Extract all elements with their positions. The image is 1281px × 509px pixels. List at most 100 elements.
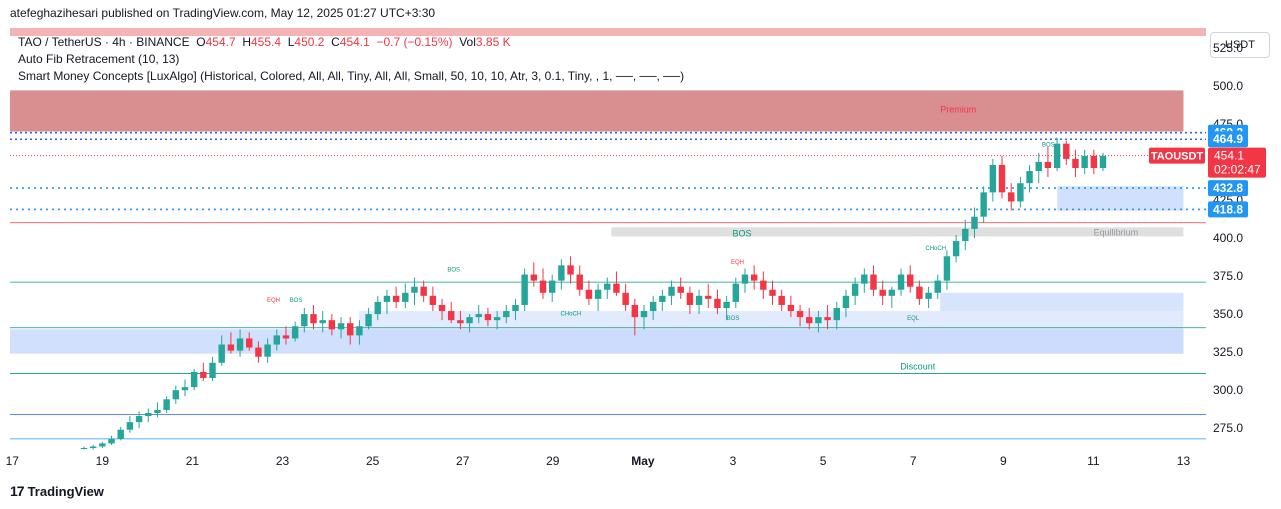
structure-label: BOS [733,228,752,238]
candle-body [328,320,336,330]
price-label-box [1208,201,1248,218]
y-tick-label: 425.0 [1213,193,1243,207]
indicator-fib-row[interactable]: Auto Fib Retracement (10, 13) [18,52,180,66]
candle-body [484,314,492,321]
candle-body [117,429,124,439]
candle-body [246,338,253,348]
candle-body [1072,158,1079,168]
candle-body [200,371,207,378]
candle-body [567,265,574,275]
x-tick-label: 11 [1087,454,1100,468]
candle-body [301,314,308,327]
candle-body [796,311,804,318]
candle-body [998,164,1006,193]
x-tick-label: 27 [456,454,470,468]
premium-zone [10,90,1184,132]
candle-body [962,228,969,242]
candle-body [145,413,152,417]
candle-body [907,274,914,287]
candle-body [1017,183,1024,202]
candle-body [714,298,721,308]
candle-body [374,301,381,315]
candle-body [548,280,556,293]
candle-body [585,289,593,299]
bullish-order-block-3 [1057,186,1184,211]
candle-body [466,317,473,324]
candle-body [934,280,941,293]
candle-body [89,446,97,448]
symbol-label[interactable]: TAO / TetherUS · 4h · BINANCE [18,35,190,49]
candle-body [695,295,703,305]
publisher-line: atefeghazihesari published on TradingVie… [10,6,436,20]
candle-body [99,443,106,447]
currency-button[interactable]: USDT [1210,32,1270,58]
symbol-price-tag [1149,147,1205,164]
change-value: −0.7 (−0.15%) [376,35,453,49]
low-value: 450.2 [294,35,325,49]
price-label-text: 432.8 [1213,181,1243,195]
candle-body [135,416,143,423]
candle-body [126,422,134,430]
price-label-text: 464.9 [1213,132,1243,146]
candle-body [659,295,666,302]
price-label-box [1208,124,1248,141]
candle-body [218,344,225,363]
candle-body [181,387,189,391]
candle-body [154,409,161,413]
candle-body [227,344,235,351]
candle-body [392,295,400,302]
candle-body [1044,161,1052,168]
candle-body [521,274,528,305]
candle-body [264,344,271,357]
candle-body [236,338,244,351]
candle-body [1053,143,1061,168]
x-tick-label: 13 [1177,454,1191,468]
volume-label: Vol [459,35,476,49]
candle-body [952,241,960,257]
structure-label: CHoCH [925,246,946,252]
candle-body [594,289,602,299]
structure-label: BOS [290,298,303,304]
candle-body [530,274,538,281]
y-tick-label: 350.0 [1213,307,1243,321]
candle-body [172,390,180,400]
price-label-text: 469.2 [1213,126,1243,140]
candle-body [806,317,813,324]
candle-body [347,323,354,336]
indicator-smc-row[interactable]: Smart Money Concepts [LuxAlgo] (Historic… [18,69,685,83]
open-label: O [196,35,206,49]
candle-body [457,320,464,324]
volume-value: 3.85 K [475,35,511,49]
candle-body [732,283,740,302]
candle-body [576,274,583,290]
x-tick-label: 3 [730,454,737,468]
candle-body [861,274,868,284]
symbol-price-tag-text: TAOUSDT [1151,151,1204,163]
equilibrium-zone [611,227,1184,237]
close-value: 454.1 [339,35,370,49]
candle-body [980,192,987,217]
x-tick-label: 25 [366,454,380,468]
premium-zone-label: Premium [940,104,976,114]
candle-body [649,301,657,312]
candle-body [108,438,115,444]
y-tick-label: 450.0 [1213,155,1243,169]
candle-body [558,265,565,281]
candle-body [402,292,409,302]
countdown-value: 02:02:47 [1214,163,1261,177]
candle-body [971,216,978,229]
structure-label: BOS [447,267,460,273]
candle-body [1007,192,1015,202]
structure-label: CHoCH [561,312,582,318]
candle-body [640,311,648,318]
close-label: C [331,35,340,49]
low-label: L [287,35,295,49]
candle-body [1090,155,1098,168]
candle-body [668,286,675,296]
y-tick-label: 500.0 [1213,79,1243,93]
chart-legend: TAO / TetherUS · 4h · BINANCE O454.7 H45… [18,34,684,85]
x-tick-label: 19 [96,454,110,468]
x-tick-label: 29 [546,454,560,468]
tradingview-logo[interactable]: 17 TradingView [10,483,104,499]
discount-zone [10,329,1184,354]
